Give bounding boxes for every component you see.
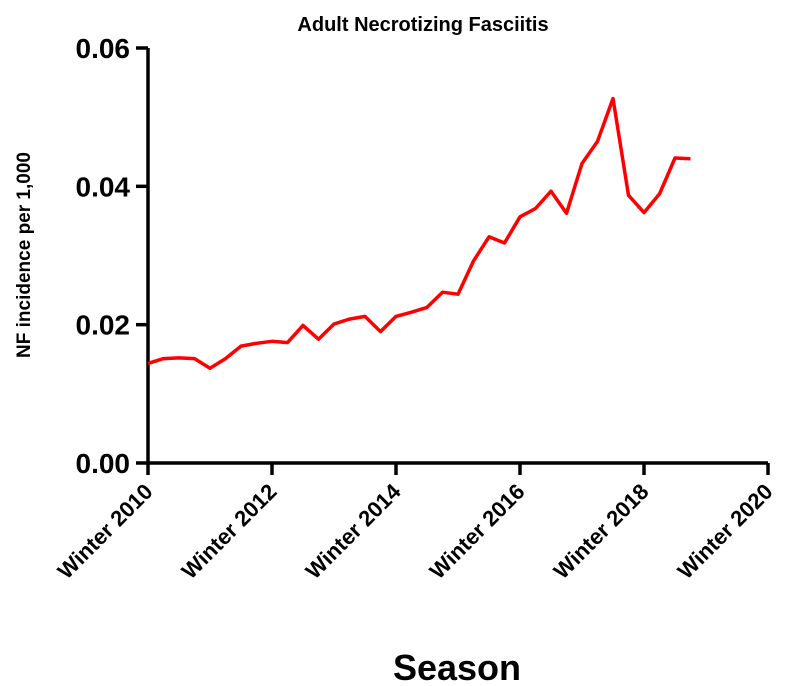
x-axis-ticks: Winter 2010 Winter 2012 Winter 2014 Winter … (53, 463, 778, 584)
x-tick-label: Winter 2018 (549, 479, 654, 584)
y-tick-label: 0.06 (76, 33, 131, 64)
y-tick-label: 0.04 (76, 171, 131, 202)
x-axis-label: Season (393, 647, 521, 686)
chart-title: Adult Necrotizing Fasciitis (297, 14, 548, 36)
y-axis-label: NF incidence per 1,000 (14, 152, 35, 358)
series-line (147, 96, 691, 370)
x-tick-label: Winter 2020 (673, 479, 778, 584)
x-tick-label: Winter 2010 (53, 479, 158, 584)
x-tick-label: Winter 2016 (425, 479, 530, 584)
y-tick-label: 0.00 (76, 448, 131, 479)
x-tick-label: Winter 2014 (301, 478, 406, 583)
y-axis-ticks: 0.00 0.02 0.04 0.06 (76, 33, 148, 479)
x-tick-label: Winter 2012 (177, 479, 282, 584)
y-tick-label: 0.02 (76, 310, 131, 341)
